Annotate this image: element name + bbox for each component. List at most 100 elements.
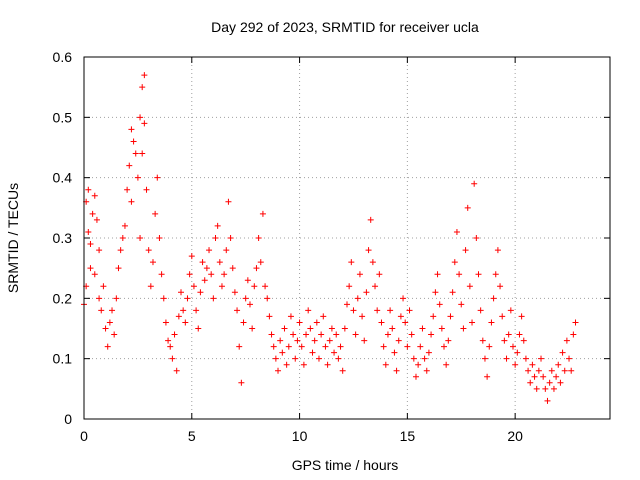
data-point <box>218 283 225 290</box>
data-point <box>264 295 271 302</box>
data-point <box>488 319 495 326</box>
data-point <box>203 265 210 272</box>
data-points <box>81 72 579 404</box>
data-point <box>303 331 310 338</box>
data-point <box>272 355 279 362</box>
data-point <box>132 150 139 157</box>
data-point <box>451 259 458 266</box>
data-point <box>139 150 146 157</box>
data-point <box>206 247 213 254</box>
data-point <box>134 174 141 181</box>
data-point <box>240 319 247 326</box>
data-point <box>516 331 523 338</box>
data-point <box>305 307 312 314</box>
data-point <box>91 271 98 278</box>
data-point <box>464 204 471 211</box>
data-point <box>481 355 488 362</box>
data-point <box>531 373 538 380</box>
data-point <box>557 379 564 386</box>
data-point <box>227 235 234 241</box>
data-point <box>141 120 148 127</box>
data-point <box>339 367 346 374</box>
data-point <box>309 349 316 356</box>
data-point <box>550 385 557 392</box>
data-point <box>372 283 379 290</box>
data-point <box>160 295 167 302</box>
data-point <box>199 259 206 266</box>
data-point <box>328 325 335 332</box>
x-tick-label: 10 <box>292 428 308 444</box>
data-point <box>471 180 478 187</box>
data-point <box>201 277 208 284</box>
data-point <box>275 367 282 374</box>
y-tick-label: 0 <box>64 411 72 427</box>
data-point <box>221 271 228 278</box>
data-point <box>106 319 113 326</box>
data-point <box>115 265 122 272</box>
data-point <box>266 313 273 320</box>
y-tick-label: 0.6 <box>53 49 73 65</box>
data-point <box>514 349 521 356</box>
data-point <box>354 295 361 302</box>
data-point <box>225 198 232 205</box>
data-point <box>313 319 320 326</box>
data-point <box>477 307 484 314</box>
data-point <box>387 307 394 314</box>
data-point <box>167 343 174 350</box>
data-point <box>165 337 172 344</box>
data-point <box>445 337 452 344</box>
data-point <box>555 361 562 368</box>
data-point <box>540 373 547 380</box>
data-point <box>229 265 236 272</box>
data-point <box>367 216 374 223</box>
data-point <box>535 367 542 374</box>
data-point <box>255 235 262 241</box>
data-point <box>162 319 169 326</box>
data-point <box>178 289 185 296</box>
data-point <box>109 307 116 314</box>
data-point <box>363 289 370 296</box>
y-tick-label: 0.2 <box>53 290 73 306</box>
data-point <box>479 337 486 344</box>
data-point <box>469 319 476 326</box>
data-point <box>85 186 92 193</box>
data-point <box>389 325 396 332</box>
data-point <box>186 271 193 278</box>
data-point <box>238 379 245 386</box>
data-point <box>492 271 499 278</box>
data-point <box>212 235 219 241</box>
data-point <box>395 337 402 344</box>
data-point <box>102 325 109 332</box>
data-point <box>96 295 103 302</box>
data-point <box>391 349 398 356</box>
data-point <box>380 343 387 350</box>
data-point <box>128 198 135 205</box>
data-point <box>341 325 348 332</box>
data-point <box>460 325 467 332</box>
y-tick-label: 0.4 <box>53 170 73 186</box>
data-point <box>563 337 570 344</box>
data-point <box>87 241 94 248</box>
data-point <box>197 289 204 296</box>
data-point <box>145 247 152 254</box>
x-tick-label: 20 <box>507 428 523 444</box>
data-point <box>85 228 92 235</box>
data-point <box>158 271 165 278</box>
data-point <box>87 265 94 272</box>
data-point <box>182 319 189 326</box>
data-point <box>359 313 366 320</box>
data-point <box>522 355 529 362</box>
y-tick-label: 0.5 <box>53 109 73 125</box>
data-point <box>147 283 154 290</box>
data-point <box>441 343 448 350</box>
data-point <box>320 313 327 320</box>
data-point <box>505 331 512 338</box>
data-point <box>141 72 148 79</box>
data-point <box>361 337 368 344</box>
data-point <box>447 313 454 320</box>
data-point <box>268 331 275 338</box>
data-point <box>242 295 249 302</box>
data-point <box>214 222 221 229</box>
data-point <box>397 313 404 320</box>
data-point <box>408 331 415 338</box>
